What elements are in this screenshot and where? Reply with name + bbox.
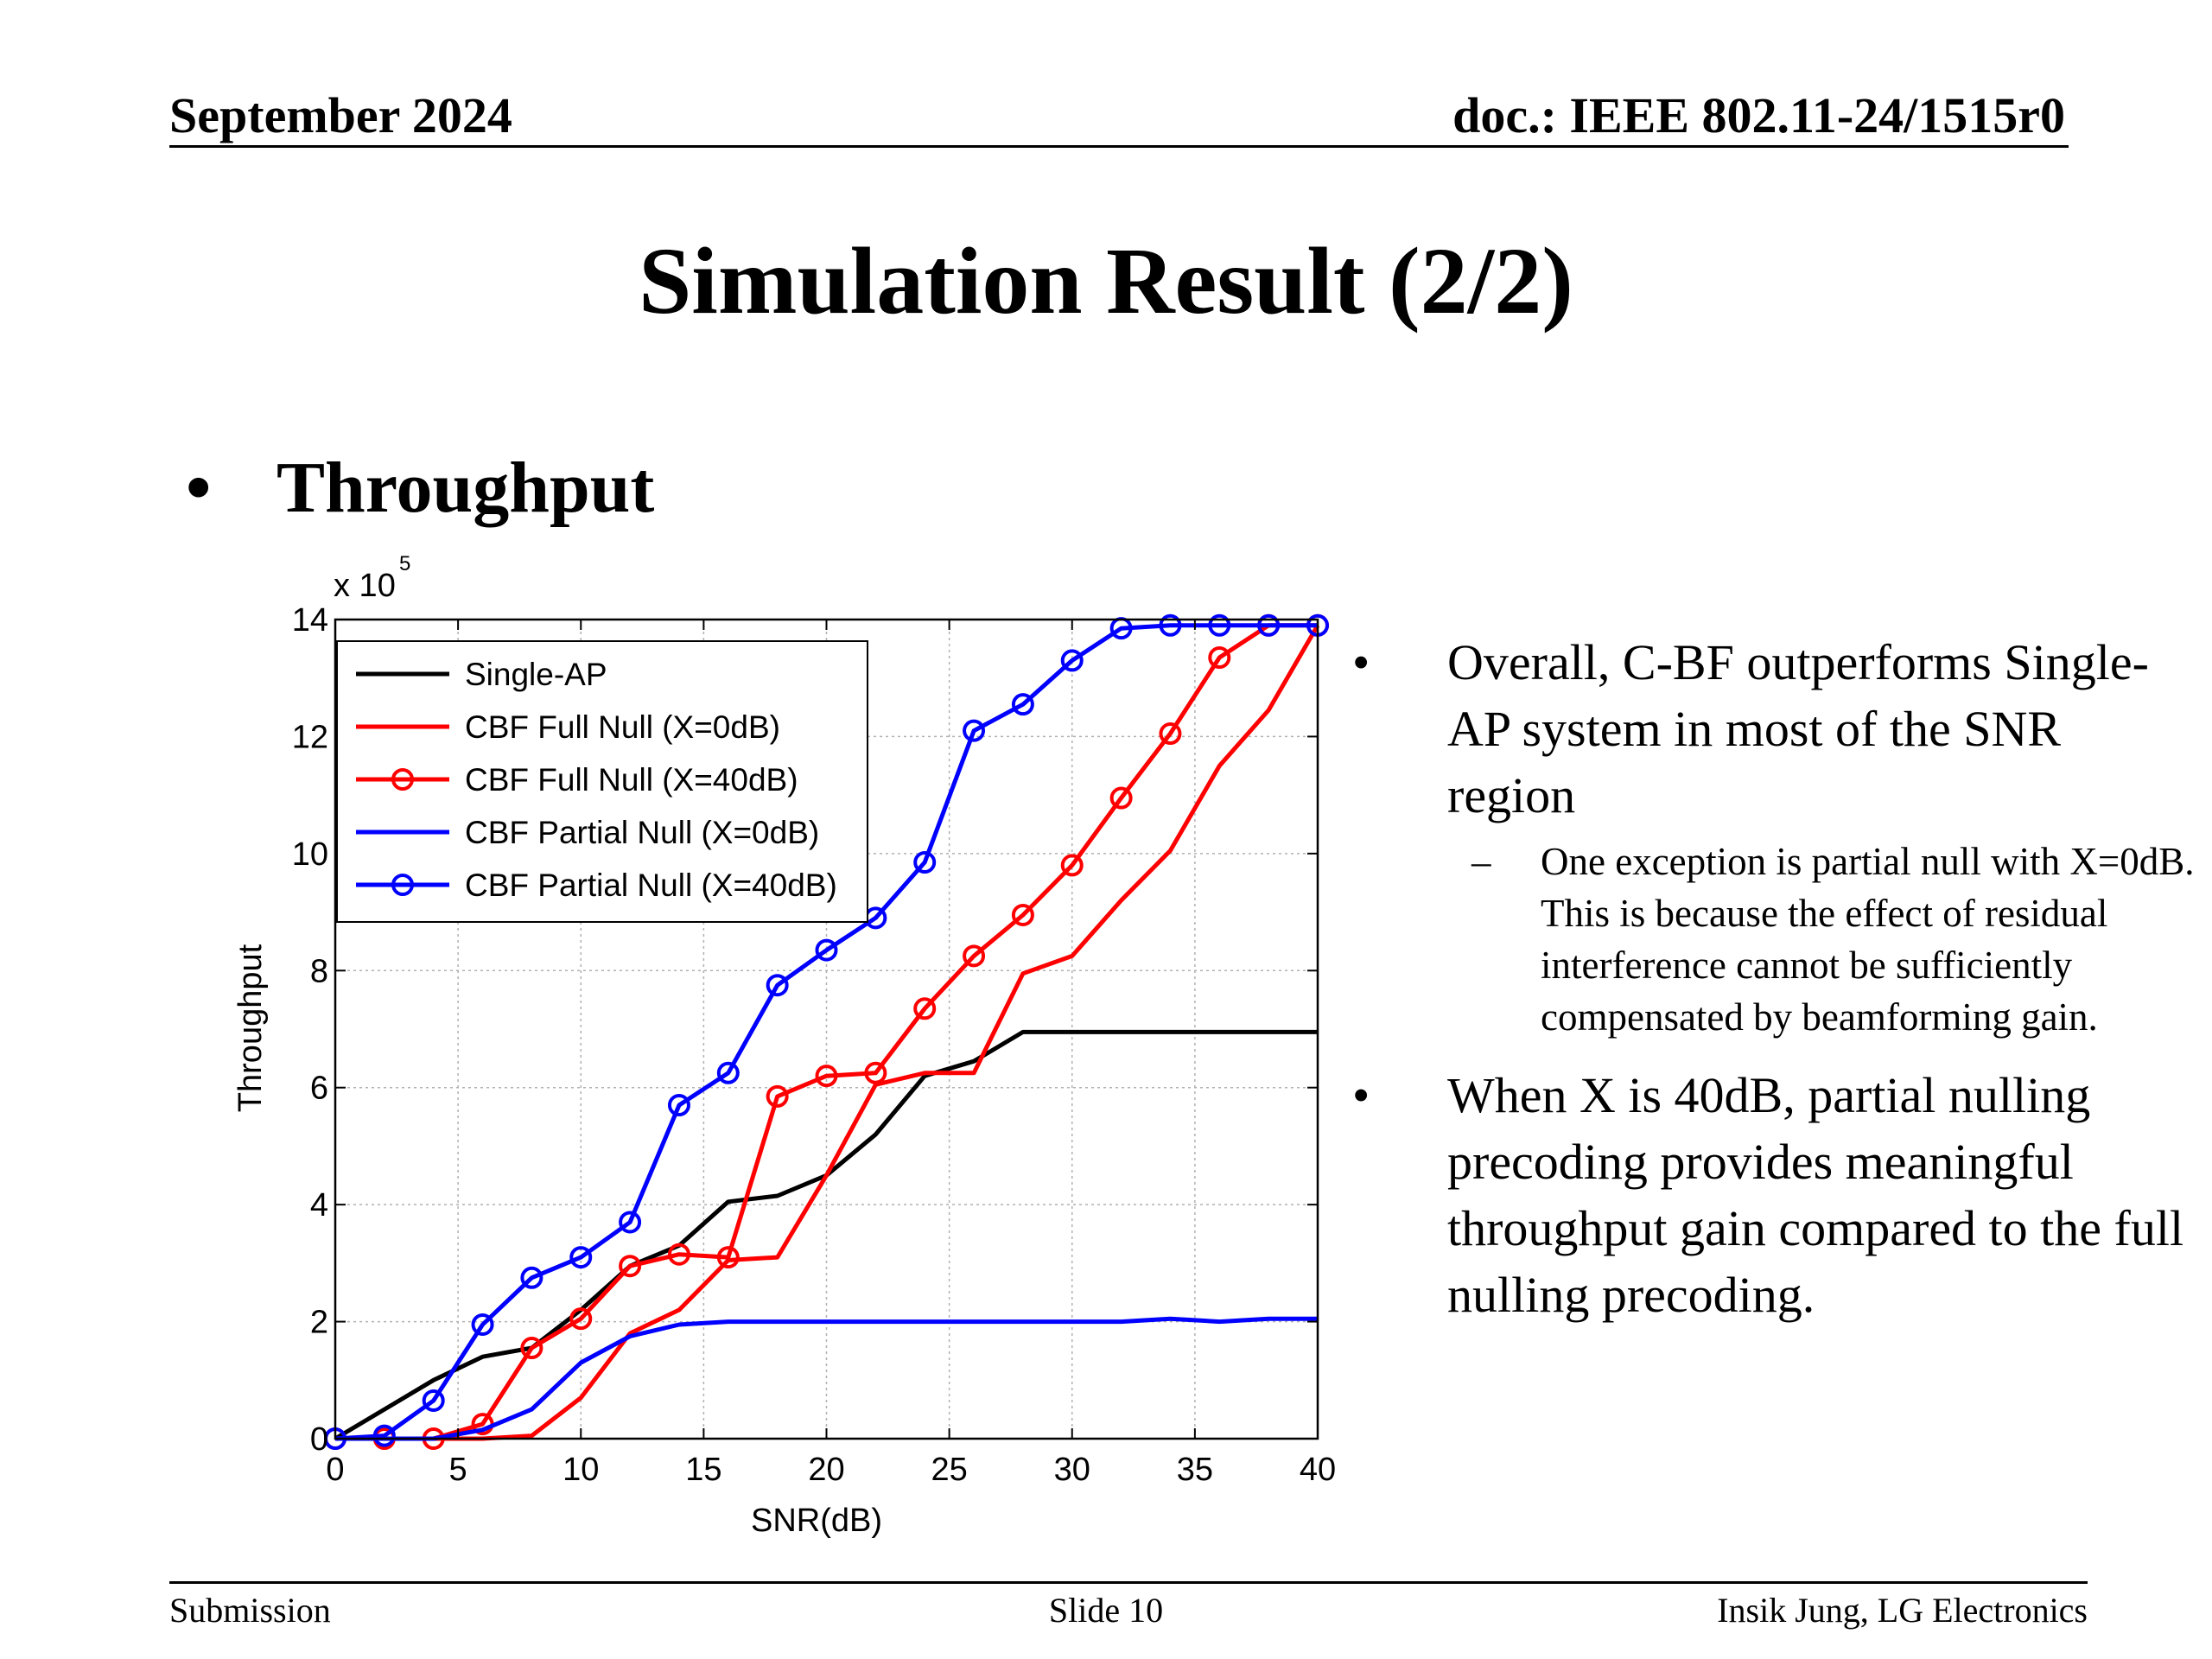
- chart-data-layer: [324, 613, 1329, 1450]
- series-5-point: [963, 719, 986, 742]
- header-date: September 2024: [169, 87, 512, 143]
- series-3-point: [667, 1243, 690, 1266]
- footer-divider: [169, 1581, 2088, 1584]
- series-5-point: [766, 974, 789, 997]
- x-tick-label: 10: [563, 1452, 599, 1488]
- series-3-point: [569, 1307, 593, 1331]
- legend-label-4: CBF Partial Null (X=0dB): [465, 815, 819, 850]
- y-scale-exponent: 5: [399, 552, 410, 575]
- main-bullet: • Throughput: [186, 446, 654, 530]
- series-5-point: [1257, 613, 1281, 637]
- sub-bullet-exception: – One exception is partial null with X=0…: [1352, 836, 2199, 1043]
- series-5-point: [520, 1266, 543, 1289]
- bullet-text-x40: When X is 40dB, partial nulling precodin…: [1447, 1067, 2184, 1323]
- series-3-point: [520, 1337, 543, 1360]
- y-tick-label: 0: [310, 1421, 328, 1458]
- legend-marker-3: [391, 768, 414, 791]
- x-axis-label: SNR(dB): [751, 1503, 882, 1539]
- series-5-point: [372, 1424, 396, 1447]
- header-doc-id: doc.: IEEE 802.11-24/1515r0: [1452, 87, 2065, 143]
- bullet-item-x40: • When X is 40dB, partial nulling precod…: [1352, 1062, 2199, 1328]
- x-tick-label: 5: [449, 1452, 467, 1488]
- legend-label-1: Single-AP: [465, 657, 607, 692]
- series-3-point: [1159, 722, 1182, 746]
- bullet-item-overall: • Overall, C-BF outperforms Single-AP sy…: [1352, 629, 2199, 829]
- series-5-point: [471, 1313, 494, 1336]
- series-3-point: [913, 997, 937, 1020]
- y-tick-label: 12: [292, 719, 328, 755]
- series-5-point: [913, 851, 937, 874]
- x-tick-label: 25: [931, 1452, 967, 1488]
- y-scale-base: x 10: [334, 568, 396, 604]
- y-tick-label: 8: [310, 953, 328, 989]
- series-line-4: [335, 1316, 1318, 1441]
- series-3-point: [1109, 786, 1133, 810]
- x-tick-label: 30: [1054, 1452, 1090, 1488]
- y-tick-label: 4: [310, 1187, 328, 1224]
- series-5-point: [619, 1211, 642, 1234]
- series-3-point: [619, 1255, 642, 1278]
- series-5-point: [1011, 693, 1034, 716]
- bullet-text-overall: Overall, C-BF outperforms Single-AP syst…: [1447, 634, 2149, 823]
- series-3-point: [1060, 854, 1084, 877]
- series-3-point: [864, 1061, 887, 1084]
- series-5-point: [569, 1246, 593, 1269]
- series-3-point: [963, 944, 986, 968]
- series-3-point: [1011, 903, 1034, 926]
- footer-slide-number: Slide 10: [1048, 1591, 1164, 1630]
- x-tick-label: 40: [1300, 1452, 1336, 1488]
- x-tick-label: 0: [326, 1452, 344, 1488]
- series-line-5: [334, 623, 1318, 1441]
- y-tick-label: 6: [310, 1071, 328, 1107]
- y-tick-label: 14: [292, 602, 328, 639]
- header-divider: [169, 145, 2069, 148]
- x-tick-label: 15: [685, 1452, 721, 1488]
- series-3-point: [766, 1084, 789, 1108]
- legend-label-3: CBF Full Null (X=40dB): [465, 762, 798, 798]
- y-tick-label: 2: [310, 1305, 328, 1341]
- series-3-point: [1208, 646, 1231, 670]
- bullet-symbol: •: [1352, 1067, 1370, 1123]
- slide-title: Simulation Result (2/2): [639, 228, 1573, 334]
- chart-legend: Single-AP CBF Full Null (X=0dB) CBF Full N…: [336, 640, 868, 923]
- chart-ticks: 0 5 10 15 20 25 30 35 40 0 2 4 6 8 10 12 14: [292, 602, 1336, 1488]
- legend-label-2: CBF Full Null (X=0dB): [465, 709, 780, 745]
- right-text-block: • Overall, C-BF outperforms Single-AP sy…: [1352, 629, 2199, 1335]
- y-axis-label: Throughput: [232, 944, 269, 1112]
- dash-symbol: –: [1471, 840, 1491, 883]
- bullet-symbol: •: [1352, 634, 1370, 690]
- footer-submission: Submission: [169, 1591, 331, 1630]
- series-5-point: [1060, 649, 1084, 672]
- series-5-point: [815, 938, 838, 962]
- main-bullet-text: Throughput: [276, 448, 655, 528]
- series-5-point: [422, 1389, 445, 1412]
- footer-author: Insik Jung, LG Electronics: [1717, 1591, 2088, 1630]
- legend-marker-5: [391, 874, 414, 896]
- series-3-point: [716, 1246, 740, 1269]
- series-3-point: [815, 1065, 838, 1088]
- y-tick-label: 10: [292, 836, 328, 873]
- series-5-point: [667, 1094, 690, 1117]
- x-tick-label: 35: [1177, 1452, 1213, 1488]
- series-5-point: [716, 1061, 740, 1084]
- x-tick-label: 20: [808, 1452, 844, 1488]
- bullet-symbol: •: [186, 448, 212, 528]
- sub-bullet-text-exception: One exception is partial null with X=0dB…: [1541, 840, 2195, 1039]
- series-line-3: [335, 623, 1318, 1441]
- legend-label-5: CBF Partial Null (X=40dB): [465, 868, 837, 903]
- series-5-point: [1208, 613, 1231, 637]
- series-5-point: [1159, 613, 1182, 637]
